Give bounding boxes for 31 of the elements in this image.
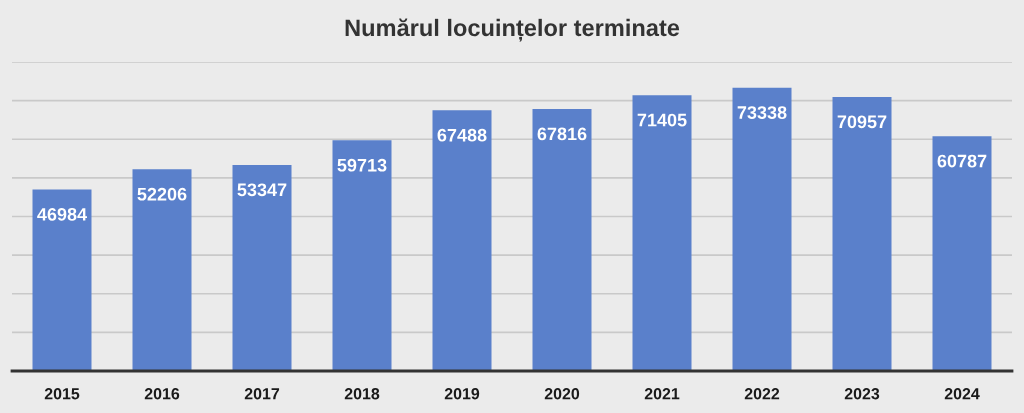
- x-tick-label: 2015: [44, 388, 80, 400]
- data-label: 73338: [737, 106, 787, 119]
- bar: [432, 110, 492, 371]
- data-label: 67488: [437, 128, 487, 142]
- x-tick-label: 2019: [444, 388, 480, 400]
- x-tick-label: 2020: [544, 388, 580, 400]
- x-tick-label: 2022: [744, 388, 780, 400]
- bar: [132, 169, 192, 371]
- data-label: 59713: [337, 158, 387, 172]
- bar: [32, 189, 92, 371]
- data-label: 67816: [537, 127, 587, 141]
- data-label: 71405: [637, 113, 687, 127]
- data-label: 60787: [937, 154, 987, 168]
- x-tick-label: 2024: [944, 388, 980, 400]
- bar: [532, 109, 592, 371]
- x-tick-label: 2016: [144, 388, 180, 400]
- x-tick-label: 2021: [644, 388, 680, 400]
- bar: [732, 87, 792, 371]
- x-tick-label: 2018: [344, 388, 380, 400]
- data-label: 70957: [837, 115, 887, 129]
- data-label: 52206: [137, 187, 187, 201]
- x-tick-label: 2017: [244, 388, 280, 400]
- x-tick-label: 2023: [844, 388, 880, 400]
- chart-title: Numărul locuințelor terminate: [345, 18, 680, 42]
- bar: [932, 136, 992, 371]
- data-label: 46984: [37, 207, 88, 221]
- bar: [832, 96, 892, 371]
- bar: [632, 95, 692, 371]
- data-label: 53347: [237, 183, 287, 197]
- bar: [232, 164, 292, 371]
- bar: [332, 140, 392, 371]
